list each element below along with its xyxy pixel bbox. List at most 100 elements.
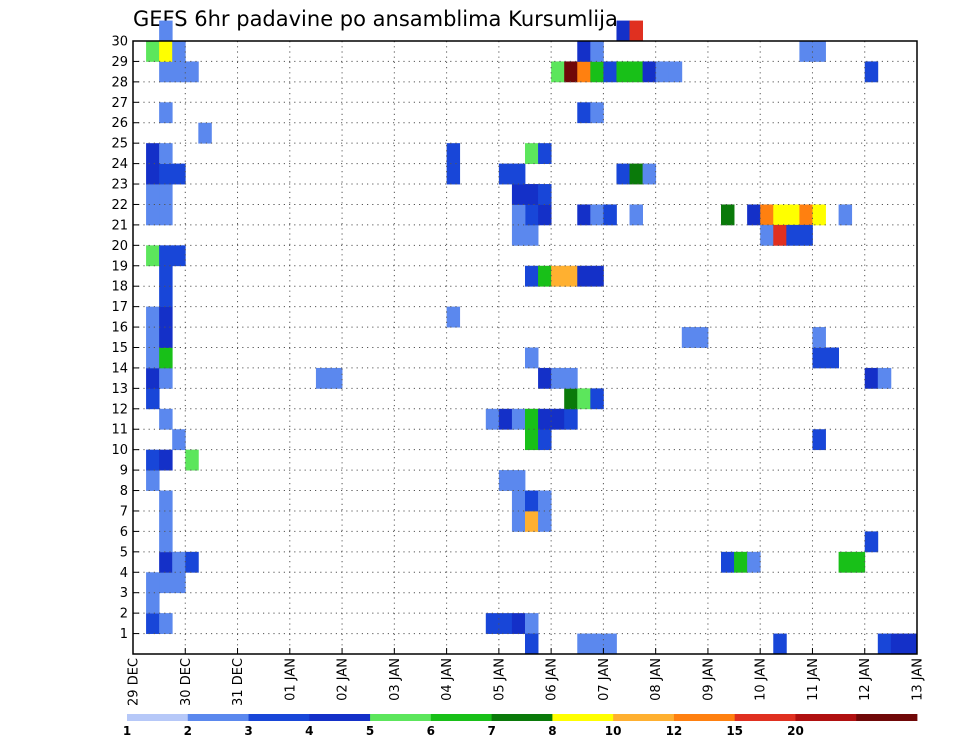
heatmap-cell	[812, 327, 826, 348]
heatmap-cell	[590, 41, 604, 62]
heatmap-cell	[564, 61, 578, 83]
heatmap-cell	[159, 613, 173, 634]
x-tick-label: 11 JAN	[806, 658, 821, 701]
heatmap-cell	[564, 408, 578, 430]
y-tick-label: 4	[120, 566, 128, 581]
heatmap-cell	[146, 449, 160, 471]
heatmap-cell	[616, 61, 630, 83]
heatmap-cell	[185, 61, 199, 83]
colorbar-swatch	[309, 714, 371, 721]
y-tick-label: 28	[111, 75, 128, 90]
heatmap-cell	[525, 510, 539, 532]
heatmap-cell	[146, 613, 160, 634]
heatmap-cell	[903, 633, 918, 655]
y-tick-label: 1	[120, 627, 128, 642]
y-tick-label: 21	[111, 218, 128, 233]
heatmap-cell	[538, 490, 552, 512]
heatmap-cell	[812, 41, 826, 62]
y-tick-label: 19	[111, 259, 128, 274]
heatmap-cell	[590, 265, 604, 287]
heatmap-cell	[538, 510, 552, 532]
heatmap-cell	[446, 163, 461, 185]
y-axis: 1234567891011121314151617181920212223242…	[111, 35, 139, 642]
heatmap-cell	[159, 449, 173, 471]
heatmap-cell	[721, 204, 735, 226]
colorbar-swatch	[370, 714, 432, 721]
heatmap-cell	[159, 531, 173, 553]
heatmap-cell	[864, 367, 879, 389]
heatmap-cell	[773, 204, 787, 226]
heatmap-cell	[747, 204, 761, 226]
colorbar-swatch	[673, 714, 736, 721]
heatmap-cell	[538, 429, 552, 451]
colorbar-swatch	[734, 714, 796, 721]
heatmap-cell	[498, 613, 513, 634]
colorbar-swatch	[430, 714, 493, 721]
heatmap-cell	[146, 143, 160, 164]
y-tick-label: 8	[120, 484, 128, 499]
x-tick-label: 10 JAN	[754, 658, 769, 701]
heatmap-cell	[786, 224, 800, 246]
heatmap-cell	[760, 204, 774, 226]
heatmap-cell	[655, 61, 670, 83]
colorbar-swatch	[248, 714, 310, 721]
heatmap-cell	[812, 429, 826, 451]
heatmap-cell	[760, 224, 774, 246]
y-tick-label: 7	[120, 504, 128, 519]
heatmap-cell	[577, 388, 591, 410]
y-tick-label: 17	[111, 300, 128, 315]
heatmap-cell	[159, 490, 173, 512]
colorbar-label: 12	[666, 724, 683, 738]
x-tick-label: 29 DEC	[127, 658, 142, 706]
heatmap-cell	[159, 572, 173, 594]
heatmap-cell	[185, 449, 199, 471]
colorbar-label: 4	[305, 724, 313, 738]
heatmap-cell	[146, 306, 160, 328]
colorbar-swatch	[127, 714, 189, 721]
heatmap-cell	[525, 224, 539, 246]
heatmap-cell	[694, 327, 709, 348]
heatmap-cell	[159, 245, 173, 267]
heatmap-cell	[159, 143, 173, 164]
heatmap-cell	[577, 633, 591, 655]
heatmap-cell	[511, 490, 526, 512]
heatmap-cell	[159, 510, 173, 532]
heatmap-cell	[511, 408, 526, 430]
heatmap-cell	[538, 184, 552, 205]
heatmap-cell	[577, 265, 591, 287]
heatmap-cell	[773, 633, 787, 655]
heatmap-cell	[642, 163, 657, 185]
heatmap-cell	[511, 204, 526, 226]
x-tick-label: 13 JAN	[911, 658, 926, 701]
heatmap-cell	[146, 388, 160, 410]
heatmap-cell	[511, 163, 526, 185]
heatmap-cell	[890, 633, 905, 655]
heatmap-cell	[172, 245, 186, 267]
heatmap-cell	[812, 204, 826, 226]
heatmap-cell	[198, 122, 212, 144]
heatmap-cell	[498, 470, 513, 491]
heatmap-cell	[146, 367, 160, 389]
heatmap-cell	[146, 347, 160, 369]
y-tick-label: 23	[111, 178, 128, 193]
heatmap-cell	[603, 633, 617, 655]
heatmap-cell	[185, 551, 199, 573]
heatmap-cell	[172, 41, 186, 62]
y-tick-label: 5	[120, 545, 128, 560]
x-tick-label: 30 DEC	[179, 658, 194, 706]
heatmap-cell	[525, 204, 539, 226]
heatmap-cell	[498, 408, 513, 430]
heatmap-cell	[629, 163, 643, 185]
heatmap-cell	[681, 327, 696, 348]
heatmap-cell	[485, 408, 500, 430]
y-tick-label: 16	[111, 321, 128, 336]
heatmap-cell	[525, 490, 539, 512]
grid-lines	[133, 41, 917, 654]
heatmap-cell	[538, 265, 552, 287]
heatmap-cell	[551, 265, 565, 287]
heatmap-cell	[146, 184, 160, 205]
colorbar-legend: 1 2 3 4 5 6 7 8 10 12 15 20	[123, 714, 918, 738]
colorbar-label: 8	[548, 724, 556, 738]
heatmap-cell	[159, 286, 173, 308]
heatmap-cell	[146, 572, 160, 594]
